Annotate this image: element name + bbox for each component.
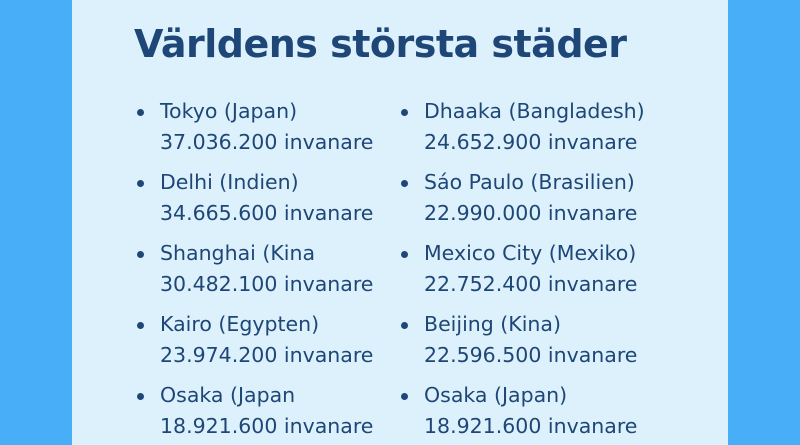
list-item: Mexico City (Mexiko) 22.752.400 invanare: [398, 238, 645, 309]
city-population: 22.752.400 invanare: [424, 272, 638, 296]
city-population: 37.036.200 invanare: [160, 130, 374, 154]
list-item: Dhaaka (Bangladesh) 24.652.900 invanare: [398, 96, 645, 167]
city-name: Dhaaka (Bangladesh): [424, 99, 645, 123]
page-title: Världens största städer: [134, 22, 627, 66]
list-item: Tokyo (Japan) 37.036.200 invanare: [134, 96, 373, 167]
city-population: 18.921.600 invanare: [160, 414, 374, 438]
list-item: Sáo Paulo (Brasilien) 22.990.000 invanar…: [398, 167, 645, 238]
city-name: Shanghai (Kina: [160, 241, 316, 265]
bullet-icon: [401, 322, 408, 329]
bullet-icon: [401, 393, 408, 400]
city-name: Sáo Paulo (Brasilien): [424, 170, 635, 194]
bullet-icon: [137, 393, 144, 400]
list-item: Delhi (Indien) 34.665.600 invanare: [134, 167, 373, 238]
list-item: Beijing (Kina) 22.596.500 invanare: [398, 309, 645, 380]
bullet-icon: [137, 251, 144, 258]
city-name: Beijing (Kina): [424, 312, 561, 336]
city-name: Kairo (Egypten): [160, 312, 320, 336]
bullet-icon: [137, 180, 144, 187]
list-item: Kairo (Egypten) 23.974.200 invanare: [134, 309, 373, 380]
city-list-right: Dhaaka (Bangladesh) 24.652.900 invanare …: [398, 96, 645, 445]
city-list-left: Tokyo (Japan) 37.036.200 invanare Delhi …: [134, 96, 373, 445]
city-name: Mexico City (Mexiko): [424, 241, 637, 265]
bullet-icon: [401, 109, 408, 116]
list-item: Osaka (Japan) 18.921.600 invanare: [398, 380, 645, 445]
city-population: 22.596.500 invanare: [424, 343, 638, 367]
bullet-icon: [137, 322, 144, 329]
city-population: 23.974.200 invanare: [160, 343, 374, 367]
city-population: 34.665.600 invanare: [160, 201, 374, 225]
city-population: 18.921.600 invanare: [424, 414, 638, 438]
city-name: Delhi (Indien): [160, 170, 299, 194]
bullet-icon: [401, 251, 408, 258]
bullet-icon: [137, 109, 144, 116]
city-population: 22.990.000 invanare: [424, 201, 638, 225]
city-name: Osaka (Japan: [160, 383, 296, 407]
list-item: Shanghai (Kina 30.482.100 invanare: [134, 238, 373, 309]
content-card: Världens största städer Tokyo (Japan) 37…: [72, 0, 728, 445]
city-name: Tokyo (Japan): [160, 99, 298, 123]
city-population: 30.482.100 invanare: [160, 272, 374, 296]
list-item: Osaka (Japan 18.921.600 invanare: [134, 380, 373, 445]
city-population: 24.652.900 invanare: [424, 130, 638, 154]
bullet-icon: [401, 180, 408, 187]
city-name: Osaka (Japan): [424, 383, 568, 407]
